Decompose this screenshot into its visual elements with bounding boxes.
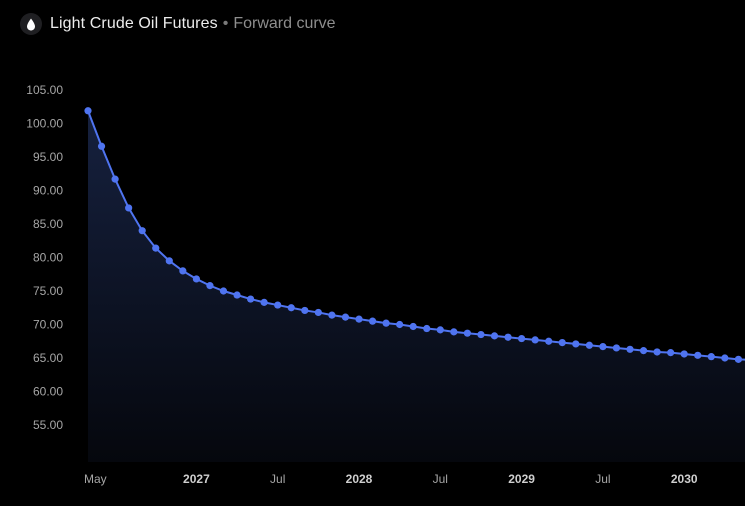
data-point[interactable] xyxy=(179,267,187,275)
data-point[interactable] xyxy=(707,353,715,361)
x-tick-label: May xyxy=(84,472,107,486)
y-tick-label: 65.00 xyxy=(33,351,63,365)
data-point[interactable] xyxy=(165,257,173,265)
y-tick-label: 100.00 xyxy=(26,117,63,131)
y-tick-label: 70.00 xyxy=(33,318,63,332)
x-tick-label: Jul xyxy=(270,472,285,486)
data-point[interactable] xyxy=(260,298,268,306)
oil-drop-icon xyxy=(20,13,42,35)
data-point[interactable] xyxy=(138,227,146,235)
data-point[interactable] xyxy=(111,175,119,183)
data-point[interactable] xyxy=(219,287,228,295)
data-point[interactable] xyxy=(667,349,675,357)
y-axis: 105.00 100.00 95.00 90.00 85.00 80.00 75.00 70.… xyxy=(26,83,63,432)
data-point[interactable] xyxy=(450,328,458,336)
data-point[interactable] xyxy=(680,350,688,358)
data-point[interactable] xyxy=(558,338,566,347)
data-point[interactable] xyxy=(477,330,485,339)
data-point[interactable] xyxy=(287,304,295,312)
data-point[interactable] xyxy=(585,341,593,349)
data-point[interactable] xyxy=(192,275,200,283)
data-point[interactable] xyxy=(301,306,309,315)
data-point[interactable] xyxy=(734,355,743,363)
data-point[interactable] xyxy=(206,282,214,290)
data-point[interactable] xyxy=(518,334,526,343)
data-point[interactable] xyxy=(314,308,322,317)
x-tick-label: 2029 xyxy=(508,472,535,486)
curve-area xyxy=(88,110,745,462)
x-tick-label: 2027 xyxy=(183,472,210,486)
data-point[interactable] xyxy=(328,311,336,319)
data-point[interactable] xyxy=(84,107,92,115)
y-tick-label: 95.00 xyxy=(33,150,63,164)
chart-subtitle: Forward curve xyxy=(233,15,336,32)
x-tick-label: 2030 xyxy=(671,472,698,486)
data-point[interactable] xyxy=(247,295,255,303)
data-point[interactable] xyxy=(436,326,444,334)
data-point[interactable] xyxy=(233,291,241,299)
y-tick-label: 55.00 xyxy=(33,418,63,432)
curve-points xyxy=(84,107,743,363)
chart-title: Light Crude Oil Futures xyxy=(50,15,218,32)
y-tick-label: 80.00 xyxy=(33,251,63,265)
data-point[interactable] xyxy=(626,345,634,353)
data-point[interactable] xyxy=(531,336,539,344)
data-point[interactable] xyxy=(653,348,661,356)
data-point[interactable] xyxy=(504,333,512,341)
data-point[interactable] xyxy=(382,319,390,327)
y-tick-label: 60.00 xyxy=(33,385,63,399)
data-point[interactable] xyxy=(97,142,106,150)
data-point[interactable] xyxy=(274,301,282,309)
data-point[interactable] xyxy=(409,322,417,331)
data-point[interactable] xyxy=(694,351,702,359)
chart-header: Light Crude Oil Futures • Forward curve xyxy=(20,13,336,35)
data-point[interactable] xyxy=(490,332,499,340)
data-point[interactable] xyxy=(355,315,363,323)
data-point[interactable] xyxy=(368,317,377,325)
x-tick-label: Jul xyxy=(433,472,448,486)
data-point[interactable] xyxy=(721,354,729,362)
data-point[interactable] xyxy=(599,343,607,351)
data-point[interactable] xyxy=(545,337,553,345)
y-tick-label: 105.00 xyxy=(26,83,63,97)
data-point[interactable] xyxy=(572,340,580,348)
x-axis: May 2027 Jul 2028 Jul 2029 Jul 2030 xyxy=(84,472,698,486)
x-tick-label: 2028 xyxy=(346,472,373,486)
y-tick-label: 90.00 xyxy=(33,184,63,198)
data-point[interactable] xyxy=(125,204,133,212)
data-point[interactable] xyxy=(396,320,404,329)
title-separator: • xyxy=(222,15,229,32)
y-tick-label: 75.00 xyxy=(33,284,63,298)
data-point[interactable] xyxy=(639,347,648,355)
data-point[interactable] xyxy=(423,324,431,333)
data-point[interactable] xyxy=(612,344,621,352)
data-point[interactable] xyxy=(463,329,471,337)
data-point[interactable] xyxy=(341,313,350,321)
x-tick-label: Jul xyxy=(595,472,610,486)
y-tick-label: 85.00 xyxy=(33,217,63,231)
data-point[interactable] xyxy=(152,244,160,252)
